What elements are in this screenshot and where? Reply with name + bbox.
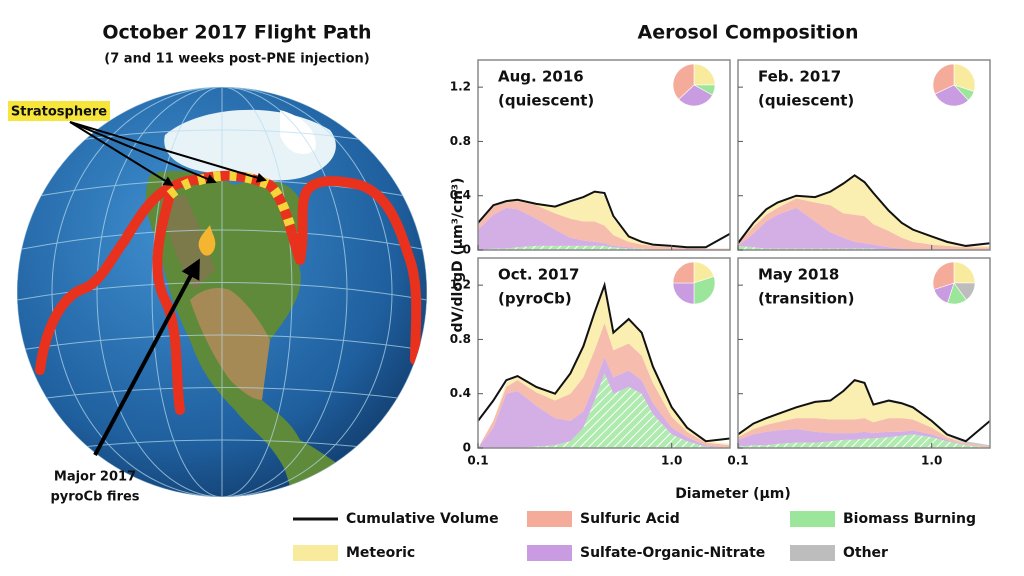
- x-tick-label: 1.0: [921, 454, 942, 468]
- y-tick-label: 0: [463, 243, 471, 257]
- cumulative-line: [738, 379, 990, 443]
- stratosphere-arrows: [69, 121, 267, 187]
- legend-swatch: [293, 545, 338, 561]
- pie-slice: [693, 276, 716, 305]
- area-sulfate-organic-nitrate: [738, 429, 990, 448]
- plot-frame: [477, 257, 731, 449]
- area-sulfuric-acid: [478, 323, 730, 448]
- pie-slice: [693, 63, 716, 86]
- panel-title: Feb. 2017: [758, 68, 841, 86]
- panel-title: Oct. 2017: [498, 266, 579, 284]
- y-tick-label: 1.2: [450, 278, 471, 292]
- y-tick-label: 0.4: [450, 188, 471, 202]
- pie-slice: [672, 63, 695, 100]
- pie-slice: [672, 282, 695, 305]
- y-tick-label: 0.8: [450, 134, 471, 148]
- legend-label: Biomass Burning: [843, 511, 976, 527]
- fires-label: Major 2017: [54, 470, 136, 485]
- legend-swatch: [527, 511, 572, 527]
- x-tick-label: 0.1: [727, 454, 748, 468]
- area-sulfuric-acid: [738, 418, 990, 448]
- panel-subtitle: (quiescent): [758, 92, 854, 110]
- plot-frame: [737, 257, 991, 449]
- plot-frame: [737, 59, 991, 251]
- x-tick-label: 1.0: [661, 454, 682, 468]
- pie-slice: [953, 261, 976, 284]
- area-sulfuric-acid: [478, 201, 730, 250]
- x-tick-label: 0.1: [467, 454, 488, 468]
- legend-label: Other: [843, 545, 888, 561]
- panel-title: Aug. 2016: [498, 68, 584, 86]
- y-tick-label: 0.8: [450, 332, 471, 346]
- y-tick-label: 0: [463, 441, 471, 455]
- figure-title: Aerosol Composition: [638, 22, 859, 44]
- fires-arrow: [93, 258, 200, 456]
- area-biomass-burning: [738, 245, 990, 250]
- area-sulfuric-acid: [738, 198, 990, 250]
- plot: [478, 190, 730, 250]
- legend-label: Sulfuric Acid: [580, 511, 680, 527]
- plot: [738, 379, 990, 448]
- area-meteoric: [478, 285, 730, 448]
- area-sulfate-organic-nitrate: [738, 207, 990, 250]
- cumulative-line: [738, 174, 990, 247]
- pie-slice: [932, 261, 955, 290]
- area-sulfate-organic-nitrate: [478, 357, 730, 448]
- panel-subtitle: (transition): [758, 290, 854, 308]
- map-title: October 2017 Flight Path: [102, 22, 371, 44]
- legend-swatch: [527, 545, 572, 561]
- stratosphere-box: [8, 101, 110, 121]
- pie-slice: [932, 63, 955, 95]
- pie-slice: [678, 84, 713, 107]
- area-biomass-burning: [738, 434, 990, 448]
- pie-slice: [672, 261, 695, 284]
- legend-label: Meteoric: [346, 545, 415, 561]
- area-meteoric: [738, 381, 990, 447]
- cumulative-line: [478, 281, 730, 443]
- area-meteoric: [478, 191, 730, 249]
- plot: [738, 174, 990, 250]
- legend-swatch: [790, 545, 835, 561]
- panel-title: May 2018: [758, 266, 839, 284]
- fires-label: pyroCb fires: [50, 490, 139, 505]
- area-sulfate-organic-nitrate: [478, 207, 730, 250]
- legend-label: Sulfate-Organic-Nitrate: [580, 545, 765, 561]
- plot-frame: [477, 59, 731, 251]
- stratosphere-label: Stratosphere: [11, 105, 107, 120]
- y-tick-label: 0.4: [450, 386, 471, 400]
- cumulative-line: [478, 190, 730, 249]
- pie-slice: [953, 63, 976, 92]
- y-tick-label: 1.2: [450, 80, 471, 94]
- plot: [478, 281, 730, 448]
- area-biomass-burning: [478, 373, 730, 448]
- legend-swatch: [790, 511, 835, 527]
- area-meteoric: [738, 175, 990, 248]
- panel-subtitle: (quiescent): [498, 92, 594, 110]
- y-axis-label: dV/dlogD (μm³/cm³): [450, 178, 466, 333]
- panel-subtitle: (pyroCb): [498, 290, 572, 308]
- map-subtitle: (7 and 11 weeks post-PNE injection): [104, 52, 369, 67]
- area-biomass-burning: [478, 245, 730, 250]
- x-axis-label: Diameter (μm): [675, 486, 791, 502]
- legend-label: Cumulative Volume: [346, 511, 499, 527]
